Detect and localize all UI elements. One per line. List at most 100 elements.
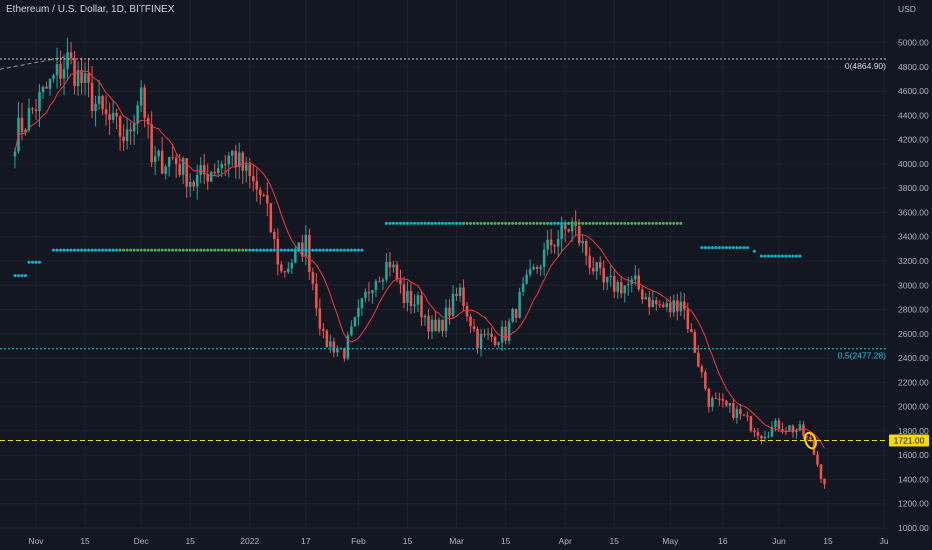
candle-body [360,298,364,308]
indicator-dot [202,248,206,252]
indicator-dot [637,221,641,225]
candle-body [108,114,111,120]
indicator-dot [146,248,150,252]
candle-body [469,316,472,327]
indicator-dot [286,248,290,252]
candle-body [381,279,385,282]
indicator-dot [556,221,560,225]
candle-body [311,272,315,284]
indicator-dot [654,221,658,225]
candle-body [69,52,73,59]
indicator-dot [787,254,791,258]
annotations [0,56,817,450]
time-axis[interactable]: Nov 15 Dec 15 2022 17 Feb 15 Mar 15 Apr 15 May 16 Jun 1… [28,536,888,546]
candle-body [427,315,430,332]
candle-body [364,291,367,299]
candle-body [584,241,588,256]
indicator-dot [546,221,550,225]
indicator-dot [598,221,602,225]
candle-body [500,326,504,343]
candle-body [13,151,17,157]
indicator-dot [153,248,157,252]
indicator-dot [574,221,578,225]
candle-body [728,403,732,406]
indicator-dot [290,248,294,252]
indicator-dot [171,248,175,252]
indicator-dot [321,248,325,252]
indicator-dot [633,221,637,225]
indicator-dot [52,248,56,252]
indicator-dot [360,248,364,252]
candle-body [665,303,669,307]
indicator-dot [83,248,87,252]
indicator-dot [700,246,704,250]
indicator-dot [122,248,126,252]
candle-body [739,408,742,415]
indicator-dot [668,221,672,225]
candle-body [458,287,462,297]
candle-body [525,274,528,284]
indicator-dot [314,248,318,252]
indicator-dot [129,248,133,252]
candle-body [451,293,455,316]
candle-body [31,108,34,110]
candle-body [237,152,241,168]
candle-body [732,403,735,418]
indicator-dot [584,221,588,225]
indicator-dot [258,248,262,252]
indicator-dot [157,248,161,252]
indicator-dot [486,221,490,225]
indicator-dot [525,221,529,225]
candle-body [735,408,739,418]
indicator-dot [549,221,553,225]
candle-body [609,276,612,278]
candle-body [704,372,707,389]
indicator-dot [30,260,34,264]
candle-body [623,285,627,294]
indicator-dot [101,248,105,252]
indicator-dot [300,248,304,252]
indicator-dot [724,246,728,250]
candle-body [483,334,486,336]
y-tick-label: 2800.00 [898,305,929,315]
indicator-dot [192,248,196,252]
indicator-dot [451,221,455,225]
candle-body [87,73,90,83]
indicator-dot [251,248,255,252]
price-axis[interactable]: USD 1000.00 1200.00 1400.00 1600.00 1800.00 20… [898,4,929,533]
candle-body [318,308,322,329]
candle-body [434,319,437,332]
indicator-dot [605,221,609,225]
candle-body [441,319,444,332]
candle-body [539,266,542,269]
candle-body [648,297,651,307]
candle-body [725,400,728,406]
candle-body [329,341,332,348]
candle-body [535,267,539,269]
candle-body [195,174,199,187]
indicator-dot [395,221,399,225]
candle-body [290,262,294,269]
candle-body [767,436,770,438]
candle-body [644,297,648,300]
indicator-dot [59,248,63,252]
indicator-dot [279,248,283,252]
indicator-dot [167,248,171,252]
candle-body [388,261,392,268]
indicator-dot [335,248,339,252]
indicator-dot [342,248,346,252]
candle-body [409,290,413,306]
candle-body [139,87,143,106]
indicator-dot [188,248,192,252]
candle-body [62,69,66,79]
candle-body [80,69,83,83]
candle-body [472,326,476,329]
candle-body [160,150,164,174]
indicator-dot [472,221,476,225]
indicator-dot [763,254,767,258]
candle-body [76,69,80,87]
candle-body [223,164,227,166]
candle-body [220,164,223,169]
y-tick-label: 3600.00 [898,207,929,217]
